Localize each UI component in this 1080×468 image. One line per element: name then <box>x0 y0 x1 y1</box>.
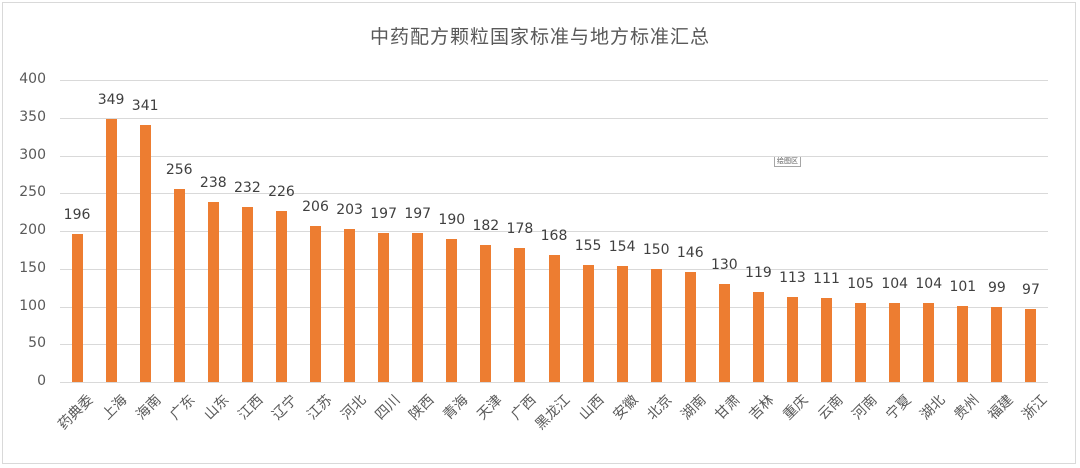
bar[interactable] <box>991 307 1003 382</box>
data-label: 178 <box>506 220 534 237</box>
data-label: 197 <box>370 206 397 223</box>
bar[interactable] <box>752 292 764 382</box>
bar[interactable] <box>923 303 935 382</box>
y-tick-label: 400 <box>19 71 46 87</box>
data-label: 232 <box>234 179 261 196</box>
data-label: 203 <box>336 201 363 218</box>
data-label: 150 <box>642 241 670 258</box>
data-label: 130 <box>710 256 738 273</box>
gridline <box>60 117 1048 119</box>
bar[interactable] <box>1025 308 1037 382</box>
data-label: 104 <box>881 276 909 293</box>
bar[interactable] <box>139 124 151 382</box>
data-label: 97 <box>1022 281 1040 298</box>
y-tick-label: 100 <box>19 297 46 314</box>
data-label: 349 <box>97 91 125 108</box>
data-label: 111 <box>813 271 840 288</box>
bar[interactable] <box>855 302 867 382</box>
bar[interactable] <box>889 303 901 382</box>
gridline <box>60 80 1048 81</box>
data-label: 155 <box>574 237 602 254</box>
data-label: 99 <box>987 280 1006 297</box>
bar[interactable] <box>548 255 560 382</box>
data-label: 113 <box>779 269 806 286</box>
y-tick-label: 350 <box>19 108 46 125</box>
bar[interactable] <box>378 233 390 382</box>
data-label: 182 <box>472 217 500 234</box>
data-label: 105 <box>847 275 874 292</box>
bar[interactable] <box>786 296 798 382</box>
data-label: 154 <box>608 238 636 255</box>
bar[interactable] <box>480 244 492 382</box>
data-label: 197 <box>404 206 432 223</box>
bar[interactable] <box>446 238 458 382</box>
chart-title: 中药配方颗粒国家标准与地方标准汇总 <box>369 26 710 48</box>
bar[interactable] <box>241 206 253 382</box>
bar[interactable] <box>207 202 219 382</box>
bar[interactable] <box>718 283 730 382</box>
data-label: 168 <box>540 228 568 245</box>
y-tick-label: 250 <box>19 184 46 201</box>
data-label: 226 <box>268 184 295 201</box>
data-label: 256 <box>165 161 193 178</box>
bar[interactable] <box>616 265 628 382</box>
data-label: 206 <box>302 199 329 216</box>
bar[interactable] <box>582 264 594 382</box>
data-label: 101 <box>949 278 977 295</box>
data-label: 190 <box>438 211 466 228</box>
y-tick-label: 150 <box>19 259 46 276</box>
data-label: 146 <box>676 244 704 261</box>
bar[interactable] <box>105 118 117 382</box>
bar[interactable] <box>412 233 424 382</box>
y-tick-label: 300 <box>19 146 46 163</box>
gridline <box>60 231 1048 232</box>
bar[interactable] <box>514 247 526 382</box>
data-label: 341 <box>131 97 159 114</box>
bar[interactable] <box>650 268 662 382</box>
gridline <box>60 193 1048 195</box>
bar[interactable] <box>344 228 356 382</box>
bar[interactable] <box>684 271 696 382</box>
data-label: 196 <box>63 207 91 224</box>
y-tick-label: 0 <box>37 373 46 389</box>
bar[interactable] <box>310 226 322 382</box>
bar[interactable] <box>957 305 969 382</box>
data-label: 104 <box>915 276 943 293</box>
bar[interactable] <box>275 211 287 382</box>
plot-area-tooltip: 绘图区 <box>774 156 801 167</box>
bar[interactable] <box>173 188 185 382</box>
y-tick-label: 200 <box>19 222 46 238</box>
data-label: 119 <box>745 265 772 282</box>
bar[interactable] <box>821 298 833 382</box>
y-tick-label: 50 <box>28 335 46 352</box>
gridline <box>60 382 1048 383</box>
gridline <box>60 155 1048 157</box>
bar[interactable] <box>71 234 83 382</box>
data-label: 238 <box>199 175 227 192</box>
